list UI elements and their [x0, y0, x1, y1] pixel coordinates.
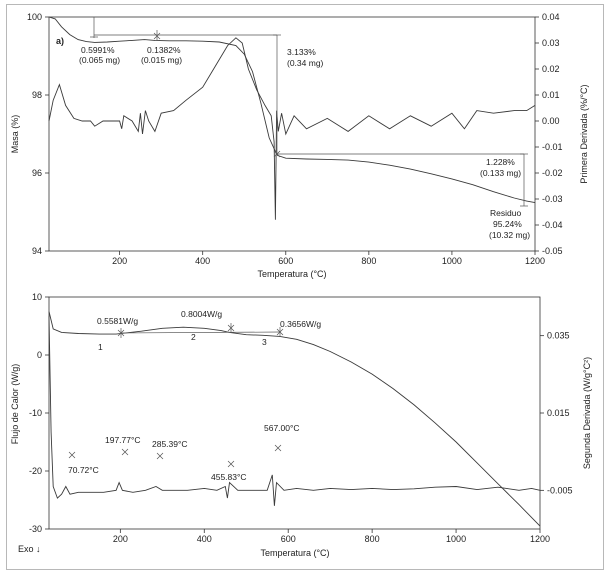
panel-b-second-derivative-curve: [48, 316, 541, 506]
panel-b-y2tick-label-2: -0.005: [547, 485, 573, 495]
panel-a-x-ticks: 200 400 600 800 1000 1200: [112, 251, 545, 266]
panel-b-xtick-label-5: 1200: [530, 534, 550, 544]
panel-a-y2tick-label-4: 0.00: [542, 116, 560, 126]
panel-b-exo-label: Exo ↓: [18, 544, 41, 554]
panel-b-ytick-label-0: 10: [32, 292, 42, 302]
panel-b-ann-t70: 70.72°C: [68, 465, 99, 475]
panel-b-x-ticks: 200 400 600 800 1000 1200: [113, 529, 550, 544]
panel-a-y2tick-label-8: -0.04: [542, 220, 563, 230]
panel-a-ann-residue-label: Residuo: [490, 208, 521, 218]
panel-b-ytick-label-3: -20: [29, 466, 42, 476]
panel-a-y2label: Primera Derivada (%/°C): [579, 84, 589, 183]
panel-a-ann-step1-mg: (0.065 mg): [79, 55, 120, 65]
panel-b-peak-markers: [68, 323, 284, 468]
panel-a-plot-frame: [48, 16, 536, 252]
panel-a-ytick-label-2: 98: [32, 90, 42, 100]
panel-a-ytick-label-1: 96: [32, 168, 42, 178]
panel-b-xtick-label-1: 400: [197, 534, 212, 544]
panel-b-y-ticks: 10 0 -10 -20 -30: [29, 292, 49, 534]
panel-a-step-guides: [90, 17, 528, 207]
panel-b-xtick-label-4: 1000: [446, 534, 466, 544]
panel-a-y2tick-label-5: -0.01: [542, 142, 563, 152]
panel-a-ann-step1-pct: 0.5991%: [81, 45, 115, 55]
panel-b-ann-t197: 197.77°C: [105, 435, 141, 445]
panel-a-ann-step3-mg: (0.34 mg): [287, 58, 324, 68]
panel-a-ann-step4-mg: (0.133 mg): [480, 168, 521, 178]
panel-a-ylabel: Masa (%): [10, 115, 20, 154]
panel-a-xtick-label-3: 800: [361, 256, 376, 266]
panel-b-ann-t455: 455.83°C: [211, 472, 247, 482]
panel-b-ann-peak1: 0.5581W/g: [97, 316, 138, 326]
panel-b-y2label: Segunda Derivada (W/g°C²): [582, 357, 592, 469]
panel-a-xtick-label-0: 200: [112, 256, 127, 266]
panel-b-ann-peak2: 0.8004W/g: [181, 309, 222, 319]
panel-a-ann-step4-pct: 1.228%: [486, 157, 515, 167]
panel-b-y2tick-label-0: 0.035: [547, 331, 570, 341]
panel-b-ann-num1: 1: [98, 342, 103, 352]
panel-a-xtick-label-2: 600: [278, 256, 293, 266]
panel-a-xtick-label-4: 1000: [442, 256, 462, 266]
panel-a-ann-residue-pct: 95.24%: [493, 219, 522, 229]
panel-b-xtick-label-3: 800: [365, 534, 380, 544]
panel-b-xtick-label-0: 200: [113, 534, 128, 544]
panel-b-heatflow-curve: [48, 311, 541, 527]
panel-b-ann-peak3: 0.3656W/g: [280, 319, 321, 329]
panel-b-y2-ticks: 0.035 0.015 -0.005: [540, 331, 573, 495]
panel-a: a) Temperatura (°C) Masa (%) Primera Der…: [10, 12, 589, 279]
panel-b-ytick-label-4: -30: [29, 524, 42, 534]
panel-b-ann-num3: 3: [262, 337, 267, 347]
panel-a-y-ticks: 94 96 98 100: [27, 12, 49, 256]
panel-a-y2-ticks: 0.04 0.03 0.02 0.01 0.00 -0.01 -0.02 -0.03 -0.04…: [535, 12, 563, 256]
panel-b-ann-t567: 567.00°C: [264, 423, 300, 433]
panel-a-y2tick-label-2: 0.02: [542, 64, 560, 74]
panel-a-ytick-label-0: 94: [32, 246, 42, 256]
panel-a-ytick-label-3: 100: [27, 12, 42, 22]
panel-b-ann-num2: 2: [191, 332, 196, 342]
panel-a-xlabel: Temperatura (°C): [257, 269, 326, 279]
panel-a-y2tick-label-1: 0.03: [542, 38, 560, 48]
panel-a-y2tick-label-3: 0.01: [542, 90, 560, 100]
panel-b: Temperatura (°C) Flujo de Calor (W/g) Se…: [10, 292, 592, 558]
panel-a-xtick-label-5: 1200: [525, 256, 545, 266]
panel-b-xtick-label-2: 600: [281, 534, 296, 544]
panel-a-ann-step2-pct: 0.1382%: [147, 45, 181, 55]
panel-b-ylabel: Flujo de Calor (W/g): [10, 364, 20, 445]
panel-a-y2tick-label-7: -0.03: [542, 194, 563, 204]
figure-frame: [6, 4, 604, 570]
panel-b-ann-t285: 285.39°C: [152, 439, 188, 449]
panel-a-y2tick-label-0: 0.04: [542, 12, 560, 22]
panel-a-y2tick-label-6: -0.02: [542, 168, 563, 178]
panel-b-ytick-label-1: 0: [37, 350, 42, 360]
panel-a-xtick-label-1: 400: [195, 256, 210, 266]
panel-a-ann-step2-mg: (0.015 mg): [141, 55, 182, 65]
panel-b-ytick-label-2: -10: [29, 408, 42, 418]
panel-b-y2tick-label-1: 0.015: [547, 408, 570, 418]
panel-a-ann-step3-pct: 3.133%: [287, 47, 316, 57]
panel-a-derivative-curve: [48, 37, 536, 220]
panel-a-mass-curve: [48, 16, 536, 204]
panel-a-y2tick-label-9: -0.05: [542, 246, 563, 256]
panel-b-xlabel: Temperatura (°C): [260, 548, 329, 558]
panel-a-ann-residue-mg: (10.32 mg): [489, 230, 530, 240]
panel-a-label: a): [56, 36, 64, 46]
